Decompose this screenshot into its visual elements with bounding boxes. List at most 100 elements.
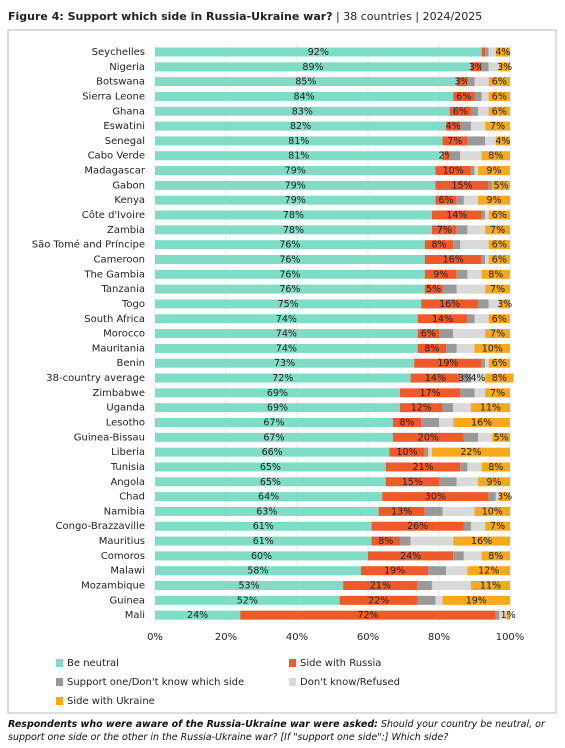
bar-segment [442, 595, 510, 605]
bar-segment [456, 269, 468, 279]
legend-label: Don't know/Refused [300, 677, 400, 688]
bar-segment [488, 492, 496, 502]
value-label: 12% [411, 403, 432, 414]
bar-segment [424, 284, 443, 294]
value-label: 76% [279, 269, 300, 280]
bar-segment [456, 225, 468, 235]
bar-segment [389, 447, 425, 457]
bar-segment [155, 581, 344, 591]
bar-segment [155, 240, 425, 250]
value-label: 3% [497, 492, 512, 503]
bar-segment [488, 77, 510, 87]
frame [7, 29, 557, 714]
bar-segment [417, 581, 432, 591]
bar-segment [467, 136, 486, 146]
bar-segment [442, 284, 457, 294]
bar-segment [417, 314, 468, 324]
bar-segment [371, 521, 464, 531]
bar-segment [446, 343, 457, 353]
bar-segment [453, 403, 471, 413]
bar-segment [499, 62, 510, 72]
value-label: 3% [458, 373, 473, 384]
bar-segment [478, 432, 493, 442]
bar-segment [417, 329, 439, 339]
y-tick-label: Eswatini [103, 121, 145, 132]
y-tick-label: Mauritania [92, 343, 145, 354]
bar-segment [474, 91, 482, 101]
bar-segment [446, 121, 461, 131]
bar-segment [485, 358, 489, 368]
bar-segment [488, 47, 496, 57]
value-label: 65% [260, 477, 281, 488]
bar-segment [155, 462, 386, 472]
bar-segment [463, 195, 479, 205]
value-label: 5% [494, 180, 509, 191]
bar-segment [449, 106, 471, 116]
value-label: 6% [492, 314, 507, 325]
value-label: 2% [439, 151, 454, 162]
bar-segment [481, 47, 486, 57]
bar-segment [485, 47, 489, 57]
value-label: 3% [469, 62, 484, 73]
bar-segment [382, 492, 489, 502]
value-label: 5% [426, 284, 441, 295]
legend-swatch [289, 678, 296, 686]
bar-segment [417, 343, 447, 353]
value-label: 8% [378, 536, 393, 547]
bar-segment [453, 329, 486, 339]
bar-segment [155, 595, 340, 605]
value-label: 72% [272, 373, 293, 384]
value-label: 64% [258, 492, 279, 503]
bar-segment [456, 284, 486, 294]
value-label: 6% [453, 106, 468, 117]
bar-segment [155, 136, 443, 146]
value-label: 9% [486, 166, 501, 177]
bar-segment [470, 166, 475, 176]
bar-segment [442, 403, 454, 413]
value-label: 63% [256, 506, 277, 517]
value-label: 82% [290, 121, 311, 132]
value-label: 30% [425, 492, 446, 503]
value-label: 6% [492, 240, 507, 251]
bar-segment [453, 418, 510, 427]
y-tick-label: Mali [125, 610, 145, 621]
value-label: 14% [425, 373, 446, 384]
bar-segment [470, 581, 510, 591]
bar-segment [470, 121, 486, 131]
value-label: 69% [267, 403, 288, 414]
bar-segment [155, 254, 425, 264]
value-label: 11% [480, 403, 501, 414]
value-label: 65% [260, 462, 281, 473]
bar-segment [495, 136, 510, 146]
value-label: 85% [295, 77, 316, 88]
value-label: 66% [262, 447, 283, 458]
value-label: 3% [455, 77, 470, 88]
bar-segment [456, 195, 464, 205]
bar-segment [460, 240, 489, 250]
bar-segment [155, 506, 379, 516]
bar-segment [155, 610, 241, 620]
bar-segment [467, 462, 482, 472]
bar-segment [488, 240, 510, 250]
value-label: 4% [495, 136, 510, 147]
value-label: 16% [471, 536, 492, 547]
bar-segment [424, 447, 429, 457]
value-label: 75% [278, 299, 299, 310]
bar-segment [470, 106, 479, 116]
bar-segment [414, 358, 482, 368]
value-label: 76% [279, 284, 300, 295]
bar-segment [155, 210, 432, 220]
value-label: 52% [237, 595, 258, 606]
bar-segment [474, 343, 510, 353]
bar-segment [460, 373, 471, 383]
value-label: 6% [492, 358, 507, 369]
bar-segment [421, 418, 439, 427]
bar-segment [155, 403, 400, 413]
x-tick-label: 60% [357, 632, 379, 643]
value-label: 6% [456, 91, 471, 102]
legend-label: Side with Ukraine [67, 696, 155, 707]
y-tick-label: Liberia [111, 447, 145, 458]
bar-segment [485, 521, 510, 531]
y-tick-label: Seychelles [92, 47, 145, 58]
bar-segment [470, 521, 486, 531]
